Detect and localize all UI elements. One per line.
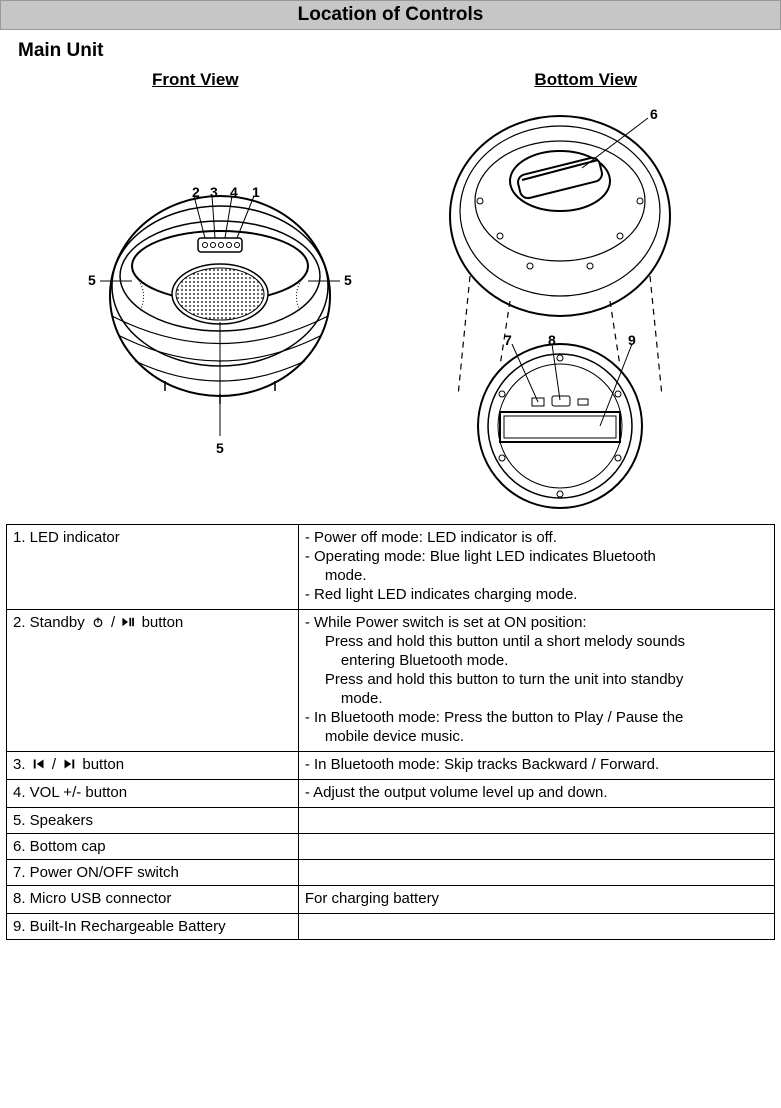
control-label-cell: 6. Bottom cap <box>7 834 299 860</box>
callout-5-left: 5 <box>88 272 96 288</box>
description-line: - Red light LED indicates charging mode. <box>305 586 768 603</box>
controls-table-wrap: 1. LED indicator- Power off mode: LED in… <box>6 524 775 940</box>
table-row: 3. / button - In Bluetooth mode: Skip tra… <box>7 752 775 780</box>
controls-table: 1. LED indicator- Power off mode: LED in… <box>6 524 775 940</box>
front-view-diagram <box>40 136 400 456</box>
callout-6: 6 <box>650 106 658 122</box>
control-label-cell: 9. Built-In Rechargeable Battery <box>7 914 299 940</box>
bottom-view-diagram <box>400 96 740 516</box>
description-line: mobile device music. <box>305 728 768 745</box>
description-line: Press and hold this button until a short… <box>305 633 768 650</box>
control-label-cell: 7. Power ON/OFF switch <box>7 860 299 886</box>
playpause-icon <box>121 615 135 632</box>
control-label-cell: 3. / button <box>7 752 299 780</box>
description-line: - While Power switch is set at ON positi… <box>305 614 768 631</box>
callout-7: 7 <box>504 332 512 348</box>
view-labels-row: Front View Bottom View <box>0 70 781 90</box>
description-line: For charging battery <box>305 890 768 907</box>
description-line: Press and hold this button to turn the u… <box>305 671 768 688</box>
control-description-cell: - Power off mode: LED indicator is off. -… <box>298 525 774 610</box>
callout-8: 8 <box>548 332 556 348</box>
control-description-cell: For charging battery <box>298 886 774 914</box>
table-row: 5. Speakers <box>7 808 775 834</box>
table-row: 1. LED indicator- Power off mode: LED in… <box>7 525 775 610</box>
control-description-cell <box>298 808 774 834</box>
control-description-cell <box>298 914 774 940</box>
description-line: - Operating mode: Blue light LED indicat… <box>305 548 768 565</box>
table-row: 4. VOL +/- button - Adjust the output vol… <box>7 780 775 808</box>
control-description-cell: - In Bluetooth mode: Skip tracks Backwar… <box>298 752 774 780</box>
power-icon <box>91 615 105 632</box>
prev-icon <box>32 757 46 774</box>
description-line: - Power off mode: LED indicator is off. <box>305 529 768 546</box>
table-row: 8. Micro USB connector For charging batte… <box>7 886 775 914</box>
table-row: 7. Power ON/OFF switch <box>7 860 775 886</box>
control-description-cell: - While Power switch is set at ON positi… <box>298 610 774 752</box>
callout-1: 1 <box>252 184 260 200</box>
page-title-bar: Location of Controls <box>0 0 781 30</box>
description-line: - In Bluetooth mode: Skip tracks Backwar… <box>305 756 768 773</box>
callout-5-bottom: 5 <box>216 440 224 456</box>
front-view-label: Front View <box>0 70 391 90</box>
control-description-cell: - Adjust the output volume level up and … <box>298 780 774 808</box>
table-row: 2. Standby / button - While Power switch … <box>7 610 775 752</box>
diagram-area: 2 3 4 1 5 5 5 <box>0 96 781 516</box>
page-title: Location of Controls <box>298 4 484 25</box>
table-row: 9. Built-In Rechargeable Battery <box>7 914 775 940</box>
control-label-cell: 2. Standby / button <box>7 610 299 752</box>
control-label-cell: 8. Micro USB connector <box>7 886 299 914</box>
bottom-view-label: Bottom View <box>391 70 781 90</box>
callout-2: 2 <box>192 184 200 200</box>
callout-9: 9 <box>628 332 636 348</box>
table-row: 6. Bottom cap <box>7 834 775 860</box>
description-line: entering Bluetooth mode. <box>305 652 768 669</box>
control-description-cell <box>298 860 774 886</box>
description-line: - Adjust the output volume level up and … <box>305 784 768 801</box>
control-label-cell: 4. VOL +/- button <box>7 780 299 808</box>
control-label-cell: 1. LED indicator <box>7 525 299 610</box>
control-description-cell <box>298 834 774 860</box>
callout-5-right: 5 <box>344 272 352 288</box>
description-line: mode. <box>305 690 768 707</box>
section-subtitle: Main Unit <box>18 40 781 62</box>
description-line: - In Bluetooth mode: Press the button to… <box>305 709 768 726</box>
next-icon <box>62 757 76 774</box>
callout-3: 3 <box>210 184 218 200</box>
callout-4: 4 <box>230 184 238 200</box>
description-line: mode. <box>305 567 768 584</box>
control-label-cell: 5. Speakers <box>7 808 299 834</box>
